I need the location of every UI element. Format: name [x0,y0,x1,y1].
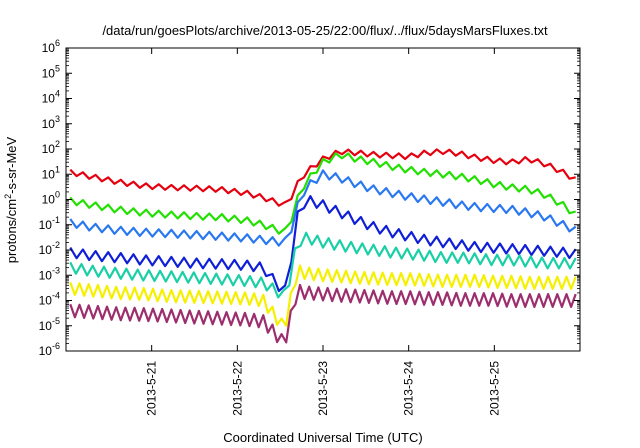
y-axis-label: protons/cm2-s-sr-MeV [3,136,19,263]
y-tick-label: 10-2 [39,240,60,257]
x-tick-label: 2013-5-24 [402,361,416,416]
y-tick-label: 102 [42,139,60,156]
x-axis: 2013-5-21 2013-5-22 2013-5-23 2013-5-24 2013… [145,48,501,416]
series-line-2 [69,152,576,235]
series-line-3 [69,169,577,247]
series-layer [69,148,577,344]
series-line-7 [69,283,577,344]
x-tick-label: 2013-5-25 [487,361,501,416]
y-label-rest: -s-sr-MeV [4,136,19,193]
y-label-base: protons/cm [4,199,19,263]
y-axis: 10-6 10-5 10-4 10-3 10-2 10-1 100 101 102 103 104 1… [39,38,580,358]
y-tick-label: 10-5 [39,316,60,333]
y-tick-label: 10-1 [39,215,60,232]
y-label-sup: 2 [3,194,13,199]
series-line-5 [69,231,577,299]
chart-title: /data/run/goesPlots/archive/2013-05-25/2… [102,23,548,38]
series-line-6 [69,264,577,327]
y-tick-label: 106 [42,38,60,55]
series-line-4 [69,195,577,293]
x-tick-label: 2013-5-23 [316,361,330,416]
y-tick-label: 105 [42,63,60,80]
series-line-1 [69,148,576,207]
y-tick-label: 10-3 [39,265,60,282]
y-tick-label: 10-4 [39,291,60,308]
y-tick-label: 10-6 [39,341,60,358]
y-tick-label: 101 [42,164,60,181]
x-tick-label: 2013-5-22 [230,361,244,416]
x-axis-label: Coordinated Universal Time (UTC) [223,430,422,445]
y-tick-label: 100 [42,190,60,207]
y-tick-label: 103 [42,114,60,131]
y-tick-label: 104 [42,89,60,106]
x-tick-label: 2013-5-21 [145,361,159,416]
